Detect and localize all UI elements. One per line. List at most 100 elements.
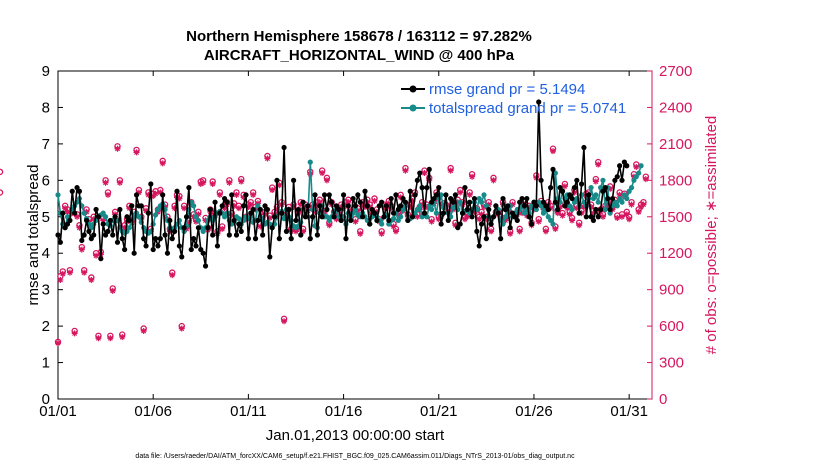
obs-assimilated-point (140, 327, 147, 334)
rmse-point (245, 236, 251, 242)
obs-assimilated-point (492, 211, 499, 218)
obs-assimilated-point (576, 222, 583, 229)
obs-assimilated-point (57, 276, 64, 283)
obs-assimilated-point (66, 269, 73, 276)
rmse-point (145, 210, 152, 216)
totalspread-point (607, 210, 613, 216)
rmse-point (283, 228, 290, 234)
obs-assimilated-point (557, 204, 564, 211)
obs-assimilated-point (95, 335, 102, 342)
totalspread-point (595, 199, 601, 205)
rmse-point (155, 243, 161, 249)
rmse-point (76, 188, 83, 194)
obs-assimilated-point (88, 276, 95, 283)
y-left-tick-label: 2 (42, 318, 50, 335)
totalspread-point (126, 225, 132, 231)
rmse-point (398, 203, 404, 209)
rmse-point (438, 221, 444, 227)
obs-assimilated-point (64, 208, 71, 215)
obs-assimilated-point (185, 219, 192, 226)
rmse-point (133, 192, 140, 198)
rmse-point (162, 232, 168, 238)
obs-assimilated-point (226, 179, 233, 186)
totalspread-point (379, 221, 385, 227)
rmse-point (533, 203, 539, 209)
obs-assimilated-point (264, 155, 271, 162)
obs-assimilated-point (507, 230, 514, 237)
obs-assimilated-point (469, 173, 476, 180)
rmse-point (409, 214, 416, 220)
x-tick-label: 01/06 (134, 403, 172, 420)
rmse-point (445, 217, 451, 224)
rmse-point (526, 214, 532, 220)
obs-assimilated-point (135, 189, 142, 196)
obs-assimilated-point (633, 163, 640, 170)
obs-assimilated-point (452, 222, 459, 229)
y-left-tick-label: 0 (42, 391, 50, 408)
obs-assimilated-point (488, 228, 495, 235)
rmse-point (433, 192, 439, 198)
y-right-tick-label: 1500 (659, 209, 692, 226)
rmse-point (340, 192, 347, 198)
obs-assimilated-point (561, 183, 568, 190)
rmse-point (469, 214, 475, 220)
rmse-point (412, 192, 418, 198)
obs-assimilated-point (102, 179, 109, 186)
rmse-point (105, 228, 111, 234)
obs-assimilated-point (490, 177, 497, 184)
rmse-point (67, 217, 73, 224)
rmse-point (407, 188, 413, 194)
obs-assimilated-point (571, 189, 578, 196)
rmse-point (231, 217, 237, 224)
obs-assimilated-point (107, 335, 114, 342)
rmse-point (521, 203, 528, 209)
obs-assimilated-point (281, 318, 288, 325)
rmse-point (452, 192, 459, 198)
obs-assimilated-point (547, 205, 554, 212)
obs-assimilated-point (109, 287, 116, 294)
rmse-point (609, 195, 616, 202)
obs-assimilated-point (359, 201, 366, 208)
rmse-point (614, 174, 620, 180)
rmse-point (357, 199, 363, 205)
obs-assimilated-point (390, 223, 397, 230)
chart-title-line1: Northern Hemisphere 158678 / 163112 = 97… (186, 28, 532, 45)
obs-assimilated-point (100, 217, 107, 224)
rmse-point (417, 170, 423, 176)
obs-assimilated-point (378, 230, 385, 237)
rmse-point (141, 236, 147, 242)
obs-assimilated-point (509, 201, 516, 208)
obs-assimilated-point (564, 205, 571, 212)
totalspread-point (417, 203, 423, 209)
rmse-point (143, 243, 149, 249)
totalspread-point (136, 214, 142, 220)
rmse-point (72, 210, 78, 216)
obs-assimilated-point (345, 199, 352, 206)
obs-assimilated-point (93, 252, 100, 259)
obs-assimilated-point (550, 148, 556, 155)
x-tick-label: 01/11 (230, 403, 266, 420)
obs-assimilated-point (478, 211, 485, 218)
rmse-point (267, 254, 273, 260)
x-tick-label: 01/31 (610, 403, 648, 420)
totalspread-point (433, 210, 439, 216)
rmse-point (552, 199, 558, 205)
obs-assimilated-point (559, 212, 566, 219)
obs-assimilated-point (257, 223, 264, 230)
rmse-point (555, 206, 561, 213)
rmse-point (569, 195, 575, 202)
obs-assimilated-point (74, 213, 81, 220)
obs-assimilated-point (419, 201, 426, 208)
obs-assimilated-point (590, 210, 597, 217)
y-left-tick-label: 1 (42, 355, 50, 372)
obs-assimilated-point (143, 207, 150, 214)
rmse-point (488, 221, 494, 227)
rmse-point (528, 221, 535, 227)
totalspread-point (152, 212, 159, 218)
rmse-point (114, 239, 121, 245)
totalspread-point (55, 192, 61, 198)
rmse-point (336, 206, 342, 213)
rmse-point (98, 256, 104, 262)
obs-assimilated-point (423, 204, 430, 211)
